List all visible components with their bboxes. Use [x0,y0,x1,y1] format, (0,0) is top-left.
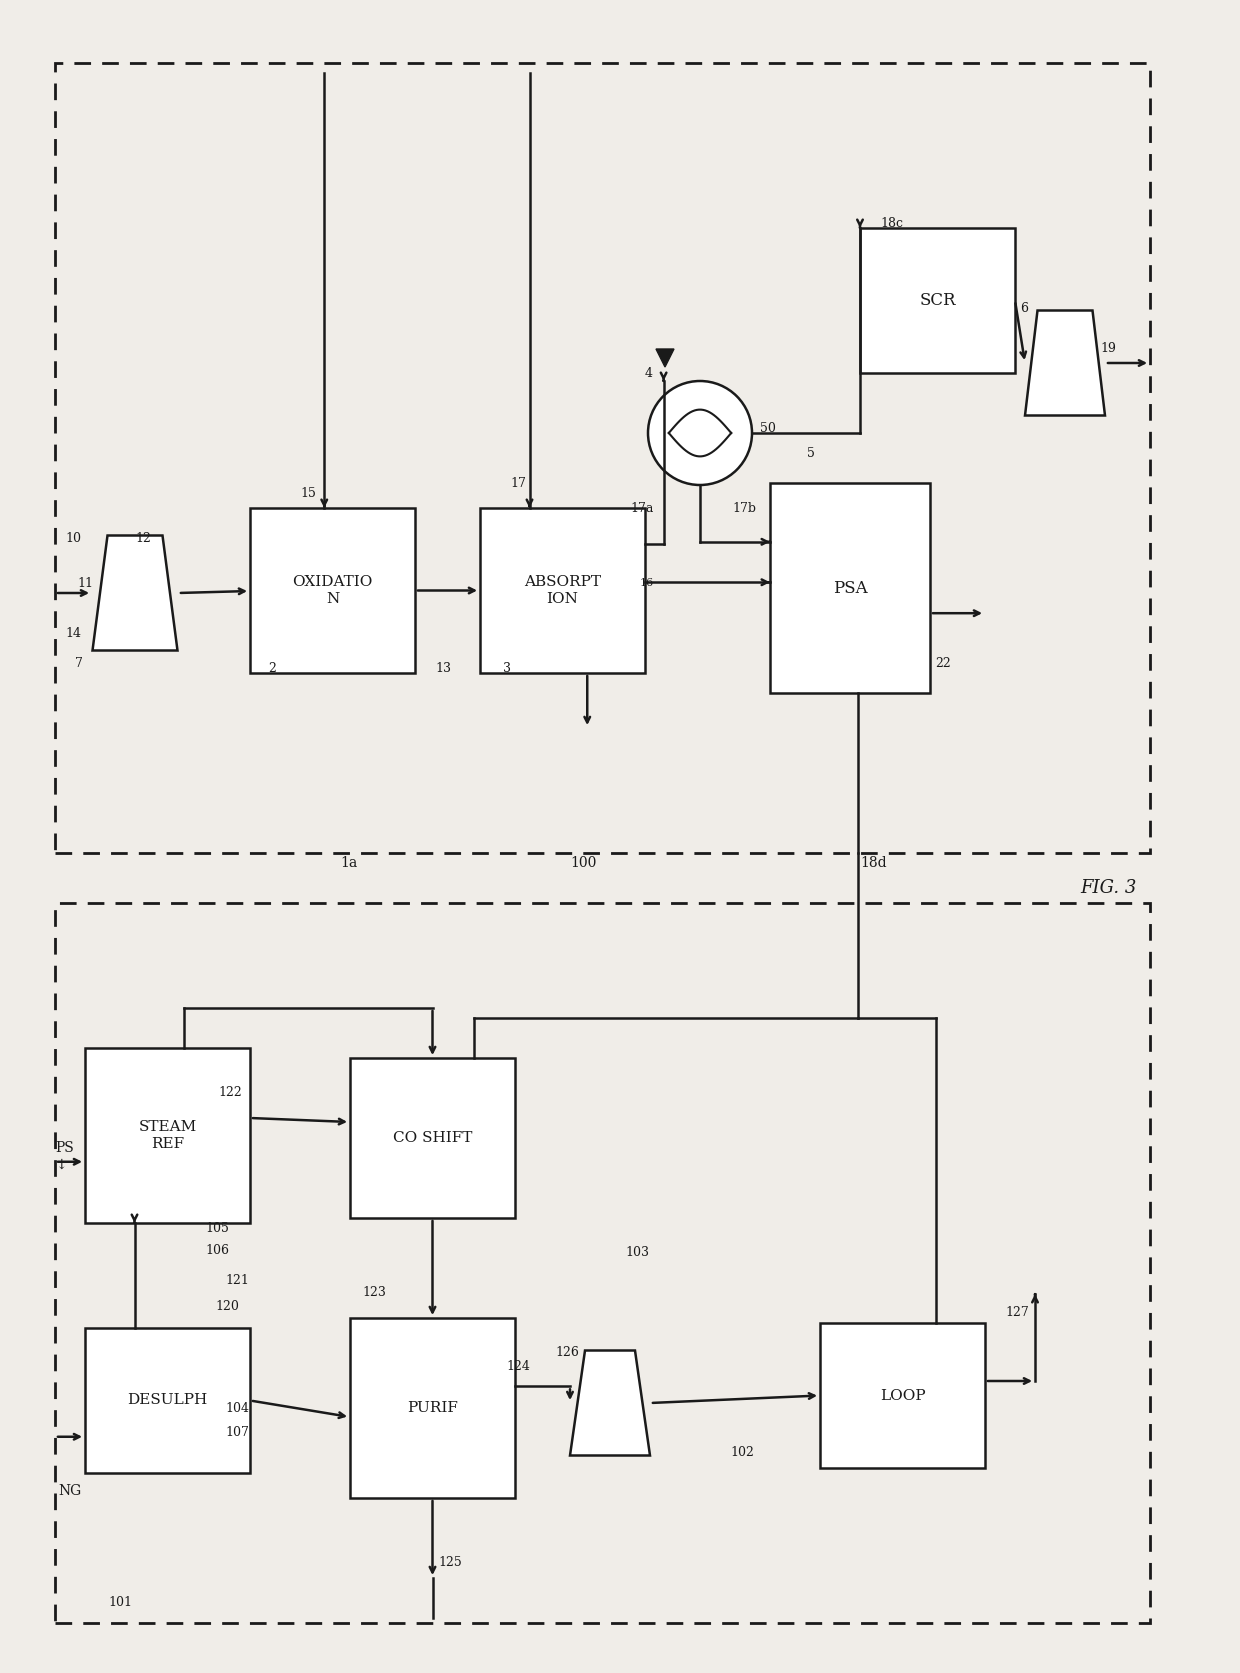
Bar [350,1057,515,1218]
Text: 121: 121 [224,1273,249,1287]
Text: 6: 6 [1021,301,1028,315]
Text: 2: 2 [268,661,275,674]
Text: 1a: 1a [340,857,357,870]
Text: 13: 13 [435,661,451,674]
Text: 7: 7 [74,656,83,669]
Text: 50: 50 [760,422,776,435]
Text: PURIF: PURIF [407,1400,458,1415]
Text: PS: PS [55,1141,73,1154]
Text: DESULPH: DESULPH [128,1394,207,1407]
Text: 17b: 17b [732,502,756,515]
Circle shape [649,381,751,485]
Text: 10: 10 [64,532,81,544]
Text: 126: 126 [556,1347,579,1360]
Text: 106: 106 [205,1243,229,1256]
Text: CO SHIFT: CO SHIFT [393,1131,472,1144]
Polygon shape [1025,311,1105,415]
Text: FIG. 3: FIG. 3 [1080,878,1136,897]
Text: 11: 11 [77,577,93,589]
Text: 100: 100 [570,857,596,870]
Text: 16: 16 [640,577,655,587]
Text: LOOP: LOOP [879,1389,925,1402]
Text: ↓: ↓ [55,1158,67,1173]
Text: 103: 103 [625,1246,649,1260]
Text: 124: 124 [506,1360,529,1372]
Text: 17: 17 [510,477,526,490]
Text: 22: 22 [935,656,951,669]
Bar [55,903,1149,1623]
Bar [770,483,930,693]
Text: 18d: 18d [861,857,887,870]
Text: 12: 12 [135,532,151,544]
Text: 4: 4 [645,366,653,380]
Text: 101: 101 [108,1596,131,1609]
Text: 3: 3 [503,661,511,674]
Text: 127: 127 [1004,1307,1029,1320]
Text: NG: NG [58,1484,82,1497]
Polygon shape [93,535,177,651]
Text: 125: 125 [438,1556,461,1569]
Bar [86,1328,250,1472]
Text: 18c: 18c [880,216,903,229]
Text: 104: 104 [224,1402,249,1414]
Text: STEAM
REF: STEAM REF [139,1121,197,1151]
Text: ABSORPT
ION: ABSORPT ION [525,576,601,606]
Text: 122: 122 [218,1086,242,1099]
Bar [480,509,645,673]
Bar [820,1323,985,1467]
Text: 123: 123 [362,1287,386,1300]
Text: 5: 5 [807,447,815,460]
Text: SCR: SCR [919,293,956,310]
Text: 102: 102 [730,1447,754,1459]
Bar [350,1318,515,1497]
Text: 120: 120 [215,1300,239,1313]
Polygon shape [656,350,675,366]
Text: 17a: 17a [630,502,653,515]
Bar [55,64,1149,853]
Text: OXIDATIO
N: OXIDATIO N [293,576,373,606]
Bar [250,509,415,673]
Text: 14: 14 [64,626,81,639]
Bar [861,228,1016,373]
Polygon shape [570,1350,650,1456]
Text: PSA: PSA [833,579,867,597]
Text: 105: 105 [205,1221,229,1235]
Text: 107: 107 [224,1427,249,1439]
Text: 15: 15 [300,487,316,500]
Bar [86,1047,250,1223]
Text: 19: 19 [1100,341,1116,355]
